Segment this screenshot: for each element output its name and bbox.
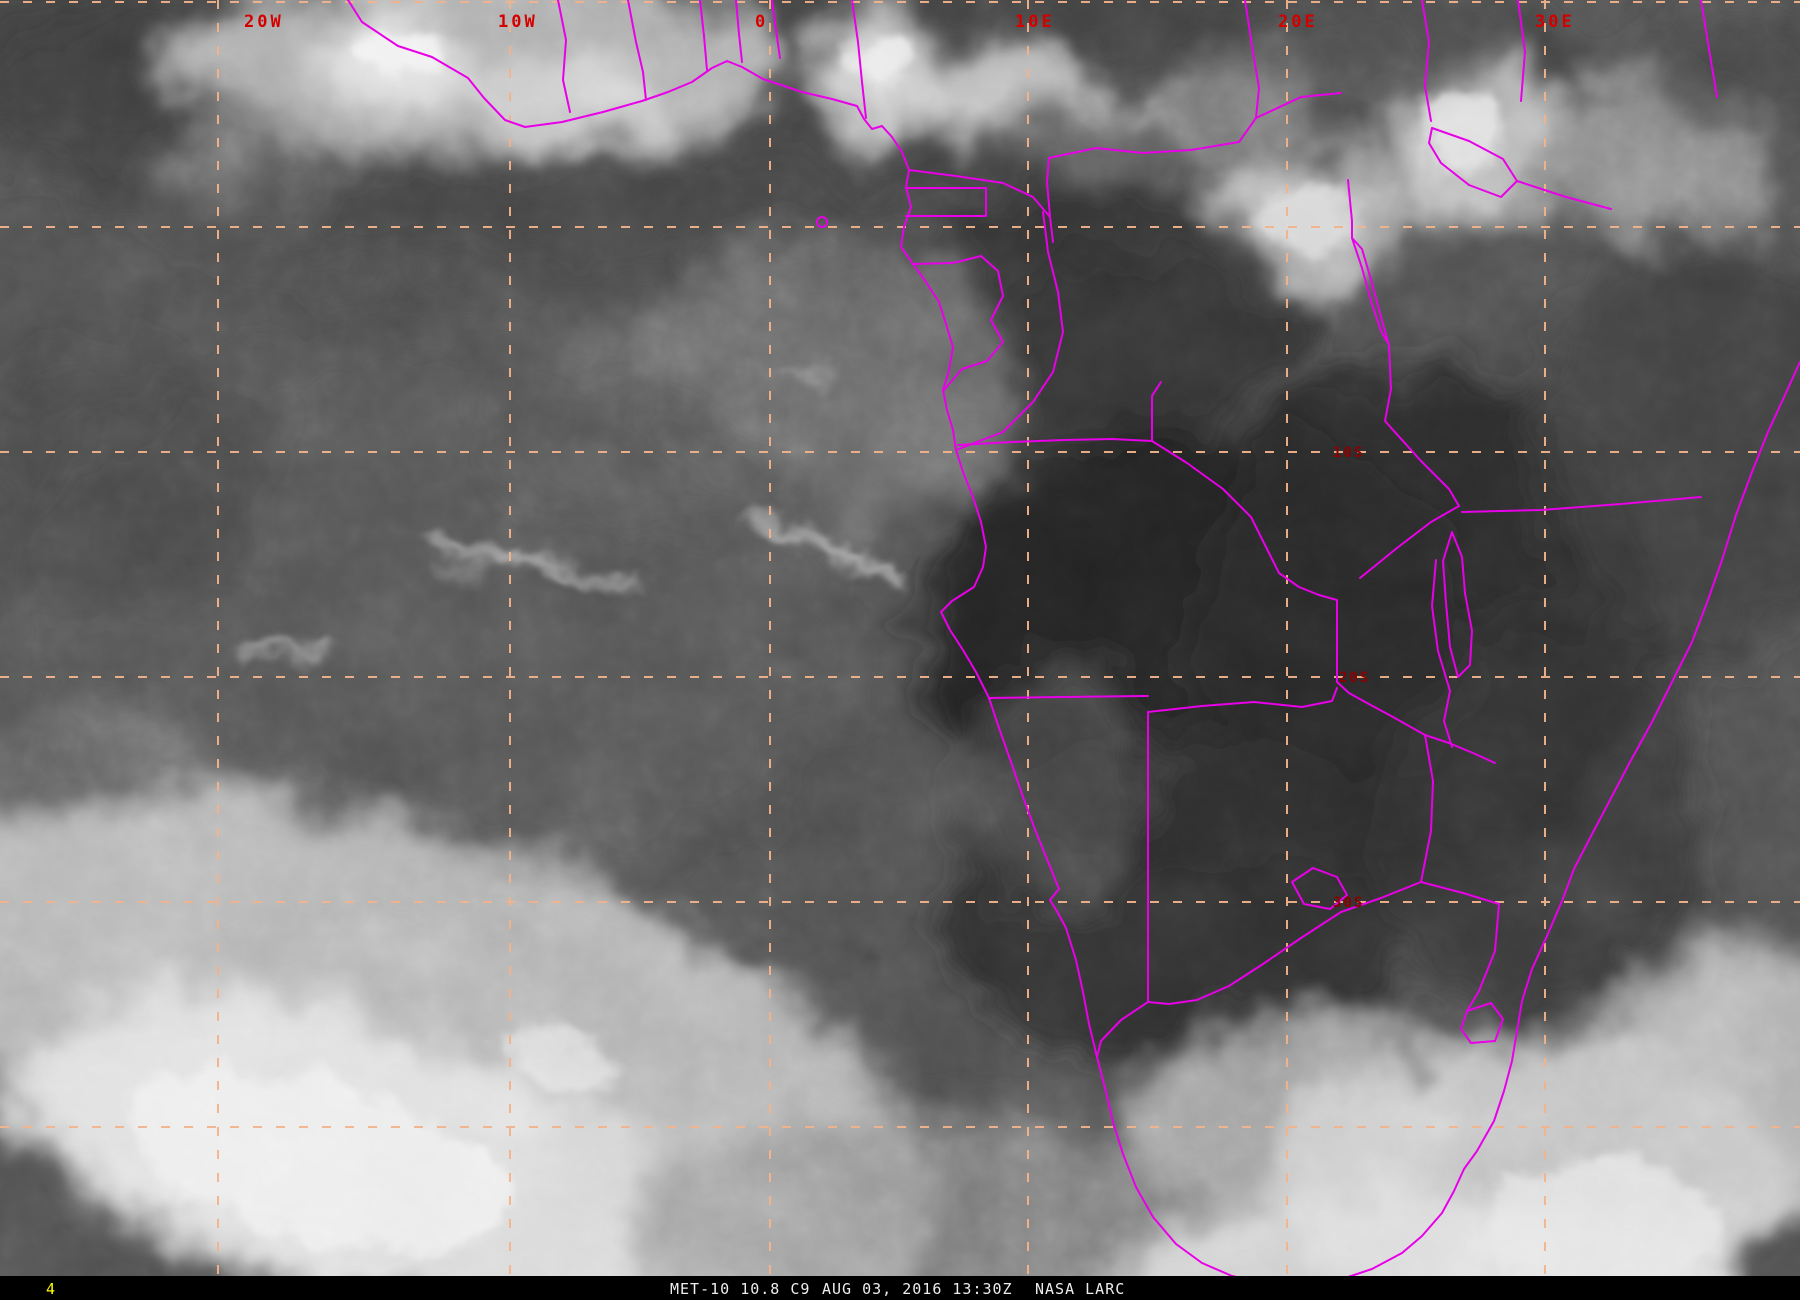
- west-africa-borders: [557, 0, 1260, 451]
- status-bar-background: [0, 1276, 1800, 1300]
- africa-coastline: [347, 0, 1800, 1286]
- longitude-label-10e: 10E: [1015, 12, 1055, 32]
- latitude-label-10s: 10S: [1333, 445, 1364, 461]
- longitude-label-20e: 20E: [1278, 12, 1318, 32]
- east-africa-borders: [1255, 0, 1718, 748]
- timestamp-label: AUG 03, 2016 13:30Z: [822, 1280, 1013, 1298]
- southern-africa-borders: [957, 381, 1504, 1058]
- credit-label: NASA LARC: [1035, 1280, 1125, 1298]
- longitude-label-30e: 30E: [1535, 12, 1575, 32]
- channel-indicator-value: 4: [46, 1280, 56, 1298]
- latitude-label-30s: 30S: [1333, 895, 1364, 911]
- status-bar: 4 MET-10 10.8 C9 AUG 03, 2016 13:30Z NAS…: [0, 1276, 1800, 1300]
- longitude-label-0: 0: [755, 12, 768, 32]
- country-borders: [347, 0, 1800, 1286]
- longitude-labels: 20W 10W 0 10E 20E 30E: [244, 12, 1575, 32]
- latitude-label-20s: 20S: [1339, 670, 1370, 686]
- longitude-label-10w: 10W: [498, 12, 538, 32]
- latitude-labels: 10S 20S 30S: [1333, 445, 1370, 911]
- satellite-channel-label: MET-10 10.8 C9: [670, 1280, 810, 1298]
- longitude-label-20w: 20W: [244, 12, 284, 32]
- channel-indicator: 4: [46, 1280, 56, 1298]
